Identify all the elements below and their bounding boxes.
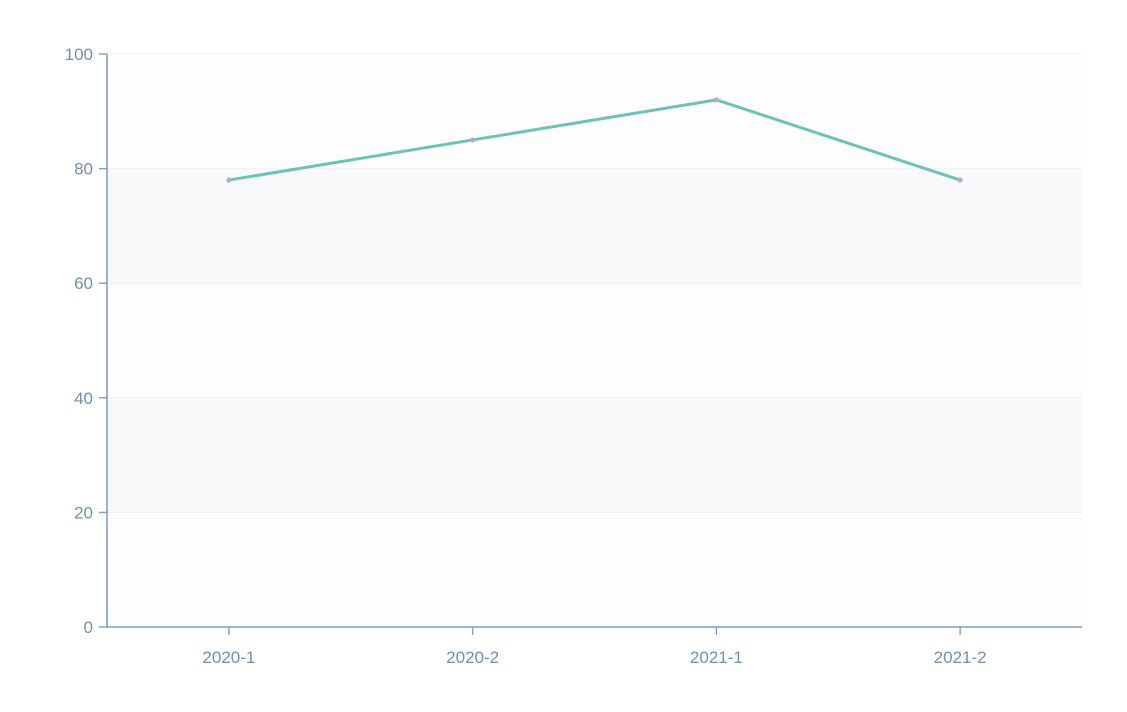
series-layer	[226, 97, 963, 183]
x-tick-label: 2021-2	[934, 648, 987, 667]
data-point[interactable]	[470, 137, 476, 143]
grid-band	[107, 512, 1082, 627]
gridlines	[107, 53, 1082, 513]
background-bands	[107, 54, 1082, 627]
y-tick-label: 0	[84, 618, 93, 637]
x-tick-label: 2020-2	[446, 648, 499, 667]
y-tick-label: 40	[74, 389, 93, 408]
y-tick-label: 80	[74, 160, 93, 179]
x-tick-label: 2020-1	[202, 648, 255, 667]
x-axis: 2020-1 2020-2 2021-1 2021-2	[107, 626, 1082, 667]
x-tick-label: 2021-1	[690, 648, 743, 667]
data-point[interactable]	[713, 97, 719, 103]
y-tick-label: 60	[74, 274, 93, 293]
y-tick-label: 20	[74, 503, 93, 522]
y-tick-label: 100	[65, 45, 93, 64]
grid-band	[107, 54, 1082, 169]
data-point[interactable]	[226, 177, 232, 183]
data-point[interactable]	[957, 177, 963, 183]
grid-band	[107, 397, 1082, 513]
grid-band	[107, 283, 1082, 398]
grid-band	[107, 168, 1082, 284]
y-axis: 0 20 40 60 80 100	[65, 45, 108, 637]
series-line	[227, 98, 962, 182]
